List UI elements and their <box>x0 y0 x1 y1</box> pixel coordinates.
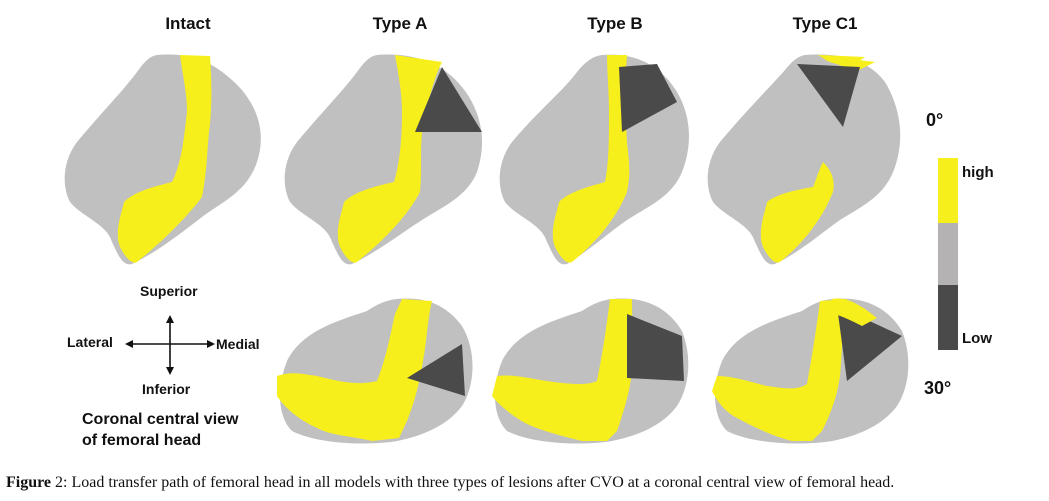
view-label-line1: Coronal central view <box>82 411 239 428</box>
medial-label: Medial <box>216 336 260 352</box>
femoral-head-intact-0deg <box>64 54 261 265</box>
femoral-head-type-a-0deg <box>284 54 482 265</box>
femoral-head-type-b-30deg <box>492 298 689 444</box>
caption-number: 2 <box>55 474 64 491</box>
superior-label: Superior <box>140 283 198 299</box>
orientation-arrows-icon <box>125 315 215 375</box>
legend-low-swatch <box>938 285 958 350</box>
caption-text: : Load transfer path of femoral head in … <box>63 474 895 491</box>
femoral-head-type-c1-30deg <box>712 298 909 444</box>
column-title-type-b: Type B <box>587 14 643 33</box>
femoral-head-type-a-30deg <box>277 298 473 444</box>
legend-low-label: Low <box>962 330 992 347</box>
view-label: Coronal central view of femoral head <box>82 409 239 451</box>
legend-high-label: high <box>962 164 994 181</box>
caption-prefix: Figure <box>6 474 52 491</box>
femoral-head-type-b-0deg <box>499 54 689 265</box>
view-label-line2: of femoral head <box>82 432 202 449</box>
legend-high-swatch <box>938 158 958 223</box>
angle-label-0deg: 0° <box>926 110 944 130</box>
legend-mid-swatch <box>938 223 958 285</box>
column-title-intact: Intact <box>165 14 211 33</box>
femoral-head-type-c1-0deg <box>707 54 901 265</box>
angle-label-30deg: 30° <box>924 378 952 398</box>
column-title-type-c1: Type C1 <box>792 14 858 33</box>
inferior-label: Inferior <box>142 381 191 397</box>
lateral-label: Lateral <box>67 334 113 350</box>
figure-caption: Figure 2: Load transfer path of femoral … <box>6 474 1046 492</box>
column-title-type-a: Type A <box>372 14 428 33</box>
